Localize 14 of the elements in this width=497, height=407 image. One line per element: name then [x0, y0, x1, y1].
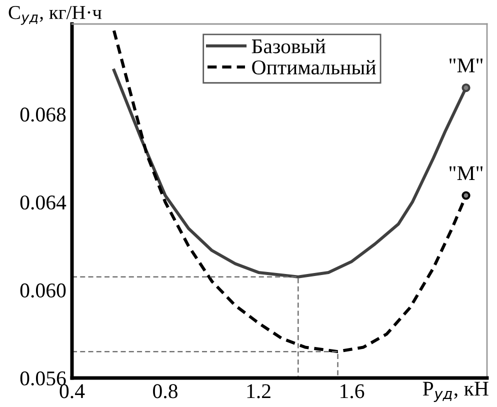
- x-tick-label: 1.2: [247, 384, 270, 398]
- legend-label: Оптимальный: [252, 60, 376, 74]
- x-tick-label: 0.4: [60, 384, 85, 398]
- annotation: "M": [450, 166, 482, 180]
- x-tick-label: 0.8: [153, 384, 178, 398]
- y-tick-label: 0.056: [20, 371, 66, 386]
- annotation: "M": [450, 58, 482, 72]
- y-tick-label: 0.064: [20, 195, 66, 210]
- legend-label: Базовый: [252, 38, 326, 54]
- x-tick-label: 1.6: [340, 384, 364, 398]
- y-tick-label: 0.068: [20, 108, 66, 122]
- y-tick-label: 0.060: [20, 283, 66, 298]
- x-axis-title: P$_{уд}$, кН: [422, 382, 488, 402]
- y-axis-title: C$_{уд}$, кг/Н·ч: [8, 6, 102, 25]
